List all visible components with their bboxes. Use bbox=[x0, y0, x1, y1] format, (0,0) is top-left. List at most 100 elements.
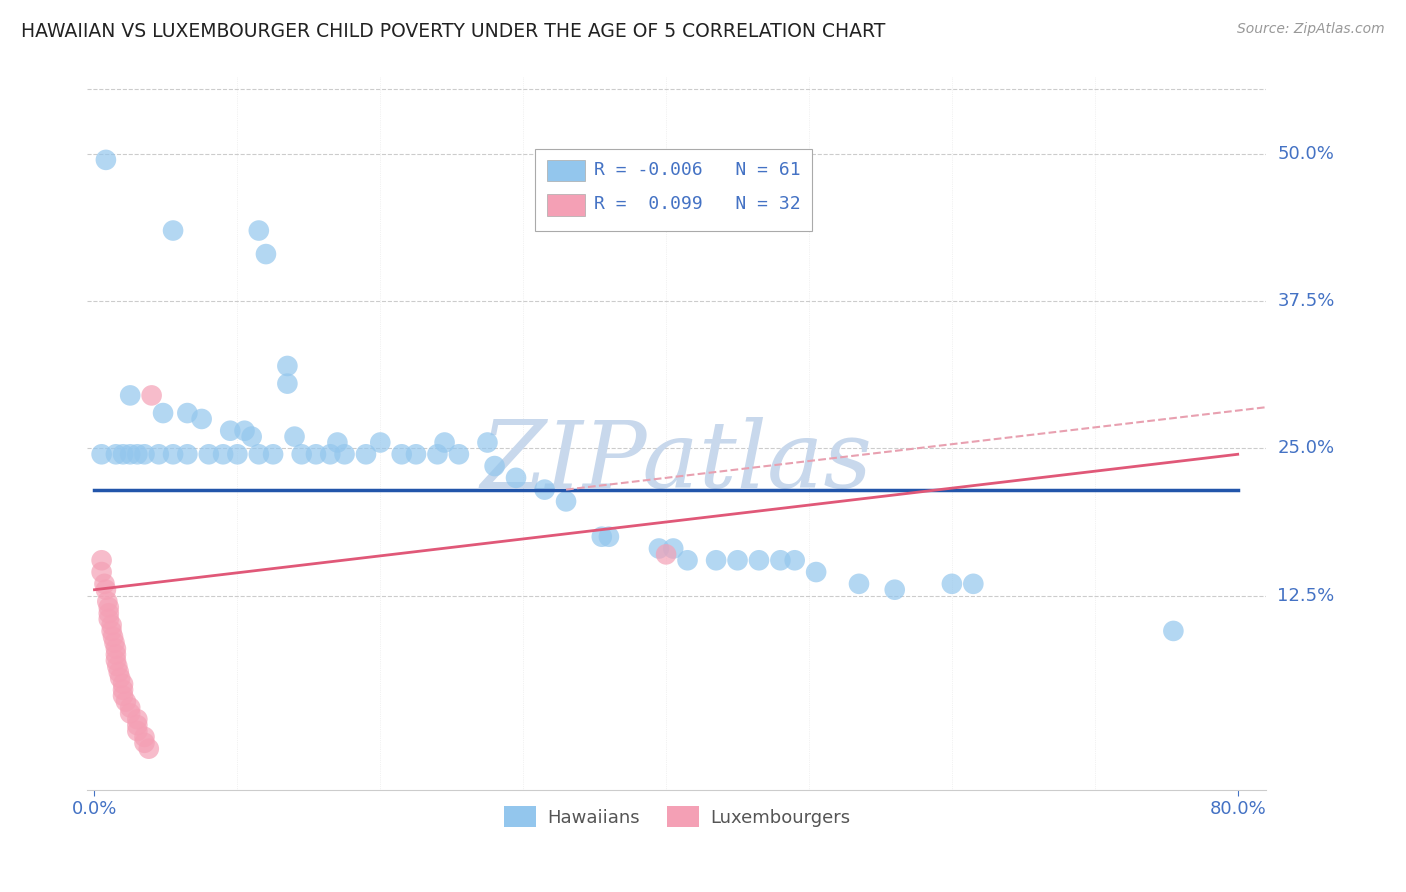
Point bbox=[134, 447, 156, 461]
Text: 37.5%: 37.5% bbox=[1278, 293, 1334, 310]
Point bbox=[120, 700, 142, 714]
Point bbox=[108, 671, 131, 685]
Point bbox=[104, 641, 127, 656]
Text: R =  0.099   N = 32: R = 0.099 N = 32 bbox=[595, 195, 801, 213]
Point bbox=[101, 630, 124, 644]
Point bbox=[127, 718, 149, 732]
Point bbox=[883, 582, 905, 597]
Point bbox=[533, 483, 555, 497]
Point bbox=[484, 458, 506, 473]
Bar bbox=[547, 160, 585, 181]
Point bbox=[247, 447, 270, 461]
Point bbox=[112, 447, 135, 461]
Point bbox=[162, 447, 184, 461]
Point bbox=[333, 447, 356, 461]
Point bbox=[276, 359, 298, 373]
Point bbox=[94, 582, 117, 597]
Point bbox=[100, 624, 122, 638]
Point bbox=[148, 447, 170, 461]
Point bbox=[120, 447, 142, 461]
Point bbox=[655, 548, 678, 562]
Point bbox=[354, 447, 377, 461]
Point bbox=[93, 577, 115, 591]
Point bbox=[426, 447, 449, 461]
Point bbox=[90, 565, 112, 579]
Point bbox=[104, 447, 127, 461]
Point bbox=[662, 541, 685, 556]
Point bbox=[104, 648, 127, 662]
Point bbox=[134, 730, 156, 744]
Point bbox=[433, 435, 456, 450]
Point bbox=[848, 577, 870, 591]
Legend: Hawaiians, Luxembourgers: Hawaiians, Luxembourgers bbox=[496, 799, 858, 834]
Point bbox=[219, 424, 242, 438]
Point bbox=[112, 682, 135, 697]
Text: R = -0.006   N = 61: R = -0.006 N = 61 bbox=[595, 161, 801, 179]
Text: ZIPatlas: ZIPatlas bbox=[481, 417, 873, 508]
Point bbox=[962, 577, 984, 591]
Point bbox=[254, 247, 277, 261]
Point bbox=[748, 553, 770, 567]
Point bbox=[112, 677, 135, 691]
Point bbox=[176, 406, 198, 420]
Point bbox=[134, 736, 156, 750]
Point bbox=[447, 447, 470, 461]
Point bbox=[233, 424, 256, 438]
Point bbox=[804, 565, 827, 579]
Point bbox=[291, 447, 314, 461]
Point bbox=[212, 447, 235, 461]
Point bbox=[198, 447, 221, 461]
Point bbox=[276, 376, 298, 391]
Point bbox=[283, 429, 305, 443]
Point bbox=[240, 429, 263, 443]
Point bbox=[107, 665, 129, 680]
Text: 25.0%: 25.0% bbox=[1278, 440, 1334, 458]
Point bbox=[591, 530, 613, 544]
Point bbox=[262, 447, 284, 461]
Point bbox=[226, 447, 249, 461]
Text: HAWAIIAN VS LUXEMBOURGER CHILD POVERTY UNDER THE AGE OF 5 CORRELATION CHART: HAWAIIAN VS LUXEMBOURGER CHILD POVERTY U… bbox=[21, 22, 886, 41]
Point bbox=[104, 653, 127, 667]
Point bbox=[941, 577, 963, 591]
Point bbox=[97, 607, 120, 621]
Point bbox=[112, 689, 135, 703]
Point bbox=[97, 612, 120, 626]
Point bbox=[105, 659, 128, 673]
Text: Source: ZipAtlas.com: Source: ZipAtlas.com bbox=[1237, 22, 1385, 37]
Point bbox=[1163, 624, 1185, 638]
Point bbox=[326, 435, 349, 450]
Point bbox=[783, 553, 806, 567]
Point bbox=[103, 636, 125, 650]
Point bbox=[94, 153, 117, 167]
Point bbox=[90, 553, 112, 567]
Point bbox=[115, 695, 138, 709]
Point bbox=[319, 447, 342, 461]
Point bbox=[152, 406, 174, 420]
Point bbox=[405, 447, 427, 461]
Point bbox=[676, 553, 699, 567]
Point bbox=[598, 530, 620, 544]
Point bbox=[162, 223, 184, 237]
Point bbox=[727, 553, 749, 567]
Bar bbox=[547, 194, 585, 216]
Text: 50.0%: 50.0% bbox=[1278, 145, 1334, 163]
Point bbox=[90, 447, 112, 461]
Point bbox=[127, 724, 149, 739]
Point bbox=[100, 618, 122, 632]
Point bbox=[505, 471, 527, 485]
Point bbox=[127, 447, 149, 461]
Point bbox=[120, 388, 142, 402]
Point bbox=[176, 447, 198, 461]
Point bbox=[769, 553, 792, 567]
Point bbox=[247, 223, 270, 237]
Point bbox=[704, 553, 727, 567]
Point bbox=[96, 594, 118, 608]
Point bbox=[190, 412, 212, 426]
Point bbox=[141, 388, 163, 402]
Point bbox=[127, 712, 149, 726]
Point bbox=[368, 435, 391, 450]
Point bbox=[97, 600, 120, 615]
Point bbox=[555, 494, 578, 508]
Point bbox=[391, 447, 413, 461]
Point bbox=[138, 741, 160, 756]
